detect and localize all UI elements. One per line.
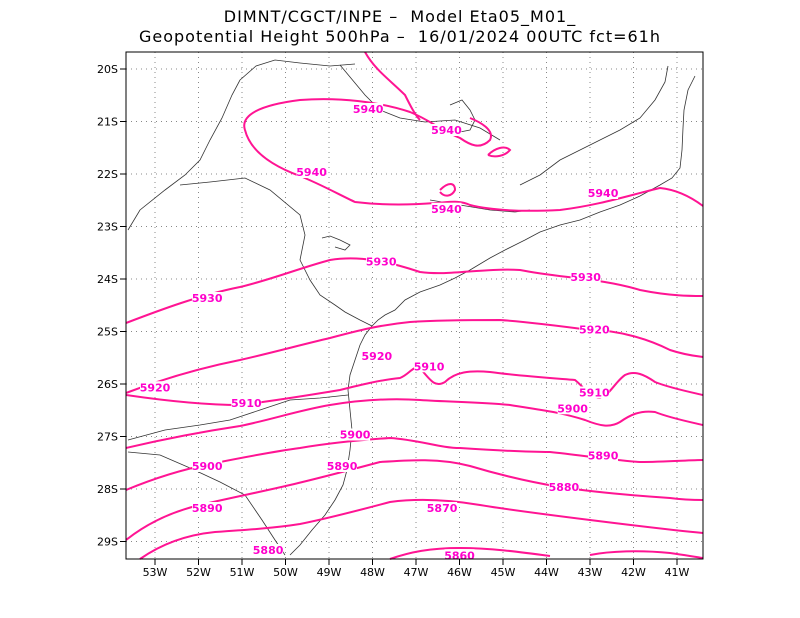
contour-line [139,498,704,560]
x-tick-label: 42W [621,566,646,579]
coastline-path [321,235,351,251]
map-frame [125,51,704,560]
contour-label: 5940 [588,187,619,200]
contour-label-bg [579,386,610,399]
contour-label: 5880 [253,544,284,557]
y-tick-label: 26S [97,378,118,391]
contour-label: 5920 [140,381,171,394]
contour-label: 5910 [414,360,445,373]
contour-label: 5880 [549,481,580,494]
contour-label-bg [548,481,579,493]
contour-labels: 5940 5940 5940 5940 5940 5930 5930 5930 5920 5920… [140,103,619,562]
contour-label: 5910 [579,387,610,400]
contour-label-bg [570,271,601,283]
contour-label-bg [340,428,371,441]
x-tick-label: 43W [578,566,603,579]
contour-label: 5940 [431,203,462,216]
contour-label: 5920 [362,350,393,363]
border-line [127,394,349,441]
contour-label-bg [431,124,462,136]
border-line [519,65,669,186]
contour-label: 5900 [557,402,588,415]
gridlines [126,52,703,559]
contour-label: 5890 [327,460,358,473]
border-line [179,177,373,327]
y-tick-label: 29S [97,536,118,549]
contour-line [589,550,704,559]
contour-label-bg [444,549,475,562]
contour-label: 5870 [427,502,458,515]
contour-line [125,366,704,407]
contour-label: 5930 [192,292,223,305]
coastline-path [449,99,476,133]
x-tick-label: 44W [534,566,559,579]
contour-label: 5890 [192,502,223,515]
contour-label-bg [253,544,284,556]
contour-line [125,318,704,394]
contour-lines [125,51,704,560]
x-tick-label: 51W [230,566,255,579]
y-tick-label: 28S [97,483,118,496]
contour-label-bg [414,360,445,373]
coastline-path [371,75,696,327]
y-tick-label: 20S [97,63,118,76]
contour-label-bg [588,449,619,462]
y-tick-label: 21S [97,116,118,129]
border-line [339,64,501,141]
contour-label-bg [361,349,392,362]
contour-line [243,98,704,212]
contour-label-bg [192,502,223,514]
contour-label-bg [192,460,223,472]
contour-label: 5900 [340,429,371,442]
contour-label-bg [588,187,619,199]
contour-label-bg [140,381,170,394]
border-line [127,451,286,556]
contour-label-bg [296,166,327,178]
contour-label: 5890 [588,450,619,463]
contour-label: 5910 [231,397,262,410]
coastline [127,59,696,556]
contour-label-bg [366,255,397,268]
map-title-line1: DIMNT/CGCT/INPE – Model Eta05_M01_ [223,7,577,26]
contour-label: 5920 [579,324,610,337]
y-tick-label: 24S [97,273,118,286]
contour-line [364,51,421,121]
contour-label-bg [353,103,384,115]
x-tick-label: 53W [143,566,168,579]
contour-label: 5930 [366,255,397,268]
axis-ticks: 53W 52W 51W 50W 49W 48W 47W 46W 45W 44W 43W 42W 41W 2… [97,63,690,579]
y-tick-label: 27S [97,431,118,444]
contour-label: 5930 [570,271,601,284]
x-tick-label: 52W [186,566,211,579]
contour-label: 5940 [353,103,384,116]
contour-line [439,183,457,197]
contour-label: 5900 [192,460,223,473]
x-tick-label: 50W [273,566,298,579]
contour-label-bg [579,323,610,336]
contour-label-bg [327,460,358,472]
contour-label-bg [431,202,462,215]
contour-label-bg [231,397,262,409]
x-tick-label: 49W [317,566,342,579]
contour-label: 5940 [431,124,462,137]
map-title-line2: Geopotential Height 500hPa – 16/01/2024 … [138,27,661,46]
border-line [127,59,356,231]
y-tick-label: 22S [97,168,118,181]
x-tick-label: 47W [404,566,429,579]
contour-label-bg [557,402,588,415]
contour-line [487,146,512,158]
contour-line [125,398,704,449]
contour-line [125,257,704,324]
contour-line [389,546,551,560]
x-tick-label: 41W [665,566,690,579]
x-tick-label: 48W [360,566,385,579]
contour-label-bg [427,502,458,514]
contour-label-bg [192,292,223,304]
x-tick-label: 46W [447,566,472,579]
x-tick-label: 45W [491,566,516,579]
contour-label: 5940 [296,166,327,179]
y-tick-label: 25S [97,326,118,339]
y-tick-label: 23S [97,221,118,234]
